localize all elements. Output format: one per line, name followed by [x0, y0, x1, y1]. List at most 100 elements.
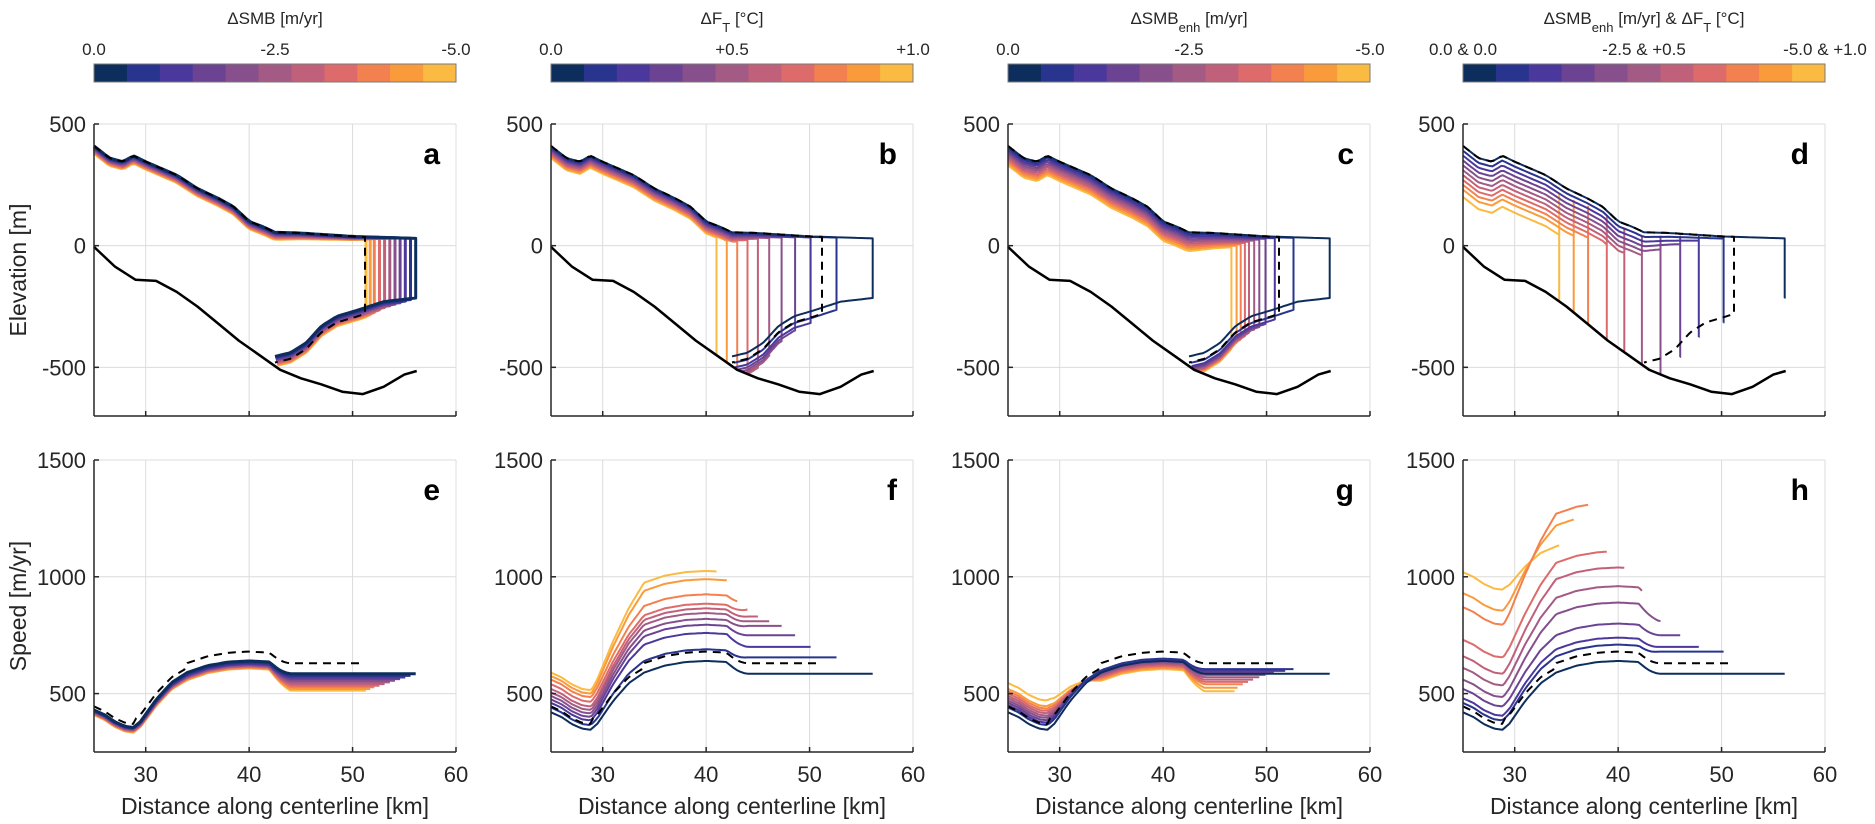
run-line [93, 150, 376, 366]
run-line [1007, 158, 1246, 372]
panel-label: e [423, 474, 440, 507]
run-line [1462, 585, 1643, 687]
run-line [1462, 169, 1643, 366]
axes: 1500 1000 500 30 40 50 60 Distance along center… [951, 448, 1382, 819]
y-tick-label: 500 [963, 112, 1000, 137]
run-line [1007, 152, 1261, 370]
colorbar-tick-label: -5.0 & +1.0 [1783, 40, 1867, 59]
colorbar-swatch [94, 64, 128, 82]
panel-label: a [423, 138, 440, 171]
run-line [1462, 193, 1561, 303]
series-group [1007, 145, 1332, 396]
colorbar-swatch [1660, 64, 1694, 82]
run-line [550, 631, 811, 722]
run-line [550, 157, 718, 356]
colorbar-frame [550, 63, 914, 83]
y-axis-label: Elevation [m] [5, 204, 31, 337]
colorbar-swatch [1106, 64, 1141, 82]
x-axis-label: Distance along centerline [km] [578, 793, 886, 819]
colorbar-swatch [1561, 64, 1596, 82]
colorbar-swatch [1528, 64, 1563, 82]
colorbar-swatch [258, 64, 292, 82]
y-tick-label: 1500 [951, 448, 1000, 473]
x-tick-label: 50 [1709, 762, 1733, 787]
axes: 500 0 -500 Elevation [m] [5, 112, 457, 417]
colorbar-tick-label: -2.5 & +0.5 [1602, 40, 1686, 59]
run-line [93, 149, 387, 364]
bed-line [550, 245, 875, 396]
colorbar-frame [1007, 63, 1371, 83]
colorbar-tick-label: 0.0 [996, 40, 1020, 59]
bed-line [1462, 245, 1787, 396]
run-line [93, 148, 392, 363]
colorbar-tick-label: -5.0 [441, 40, 470, 59]
panel-label: d [1791, 138, 1809, 171]
x-tick-label: 30 [1047, 762, 1071, 787]
y-tick-label: 500 [506, 682, 543, 707]
series-group [1007, 650, 1330, 731]
y-tick-label: 500 [1418, 112, 1455, 137]
run-line [1007, 660, 1330, 731]
colorbar-frame [1462, 63, 1826, 83]
run-line [1462, 601, 1661, 698]
y-tick-label: 0 [74, 234, 86, 259]
x-tick-label: 30 [1502, 762, 1526, 787]
y-tick-label: 1000 [494, 565, 543, 590]
colorbar-title-part: [°C] [1711, 9, 1744, 28]
run-line [1007, 661, 1266, 719]
colorbar-title-part: [m/yr] [1200, 9, 1247, 28]
run-line [93, 659, 416, 729]
colorbar-swatch [583, 64, 618, 82]
y-tick-label: -500 [499, 355, 543, 380]
run-line [1007, 657, 1294, 726]
colorbar-swatch [324, 64, 358, 82]
colorbar-swatch [390, 64, 424, 82]
axes: 500 0 -500 [956, 112, 1371, 417]
axes: 500 0 -500 [1411, 112, 1826, 417]
run-line [93, 145, 412, 359]
run-line [1462, 164, 1662, 376]
run-line [1462, 150, 1725, 324]
initial-state-line [1007, 145, 1280, 364]
run-line [550, 593, 738, 699]
grid [551, 459, 914, 752]
colorbar-swatch [1271, 64, 1305, 82]
colorbar-tick-label: -2.5 [260, 40, 289, 59]
series-group [93, 650, 416, 734]
run-line [1462, 643, 1724, 722]
x-tick-label: 60 [901, 762, 925, 787]
colorbar-swatch [1139, 64, 1174, 82]
run-line [1462, 188, 1575, 314]
axes: 1500 1000 500 30 40 50 60 Distance along center… [1406, 448, 1837, 819]
y-tick-label: 1500 [1406, 448, 1455, 473]
run-line [1462, 184, 1590, 326]
run-line [1007, 150, 1267, 369]
run-line [1007, 665, 1243, 710]
colorbar-swatch [159, 64, 194, 82]
colorbar-swatch [1304, 64, 1338, 82]
series-group [93, 144, 418, 396]
initial-state-line [550, 145, 823, 364]
run-line [1007, 664, 1248, 712]
colorbar-swatch [715, 64, 749, 82]
colorbar-tick-label: 0.0 & 0.0 [1429, 40, 1497, 59]
run-line [1462, 154, 1700, 338]
colorbar-title-part: ΔF [701, 9, 723, 28]
x-tick-label: 40 [1151, 762, 1175, 787]
panel-label: c [1337, 138, 1354, 171]
colorbar-swatch [551, 64, 585, 82]
y-tick-label: 500 [49, 682, 86, 707]
run-line [550, 151, 771, 374]
y-tick-label: -500 [956, 355, 1000, 380]
x-tick-label: 60 [1358, 762, 1382, 787]
axes: 500 0 -500 [499, 112, 914, 417]
colorbar-swatch [126, 64, 161, 82]
colorbar-swatch [748, 64, 782, 82]
run-line [1462, 660, 1785, 731]
colorbar-title-part: ΔSMB [1544, 9, 1592, 28]
x-tick-label: 50 [1254, 762, 1278, 787]
run-line [1462, 179, 1608, 341]
colorbar-title-part: ΔSMB [m/yr] [227, 9, 322, 28]
panel-c: 500 0 -500 c [956, 112, 1371, 417]
run-line [550, 660, 873, 731]
